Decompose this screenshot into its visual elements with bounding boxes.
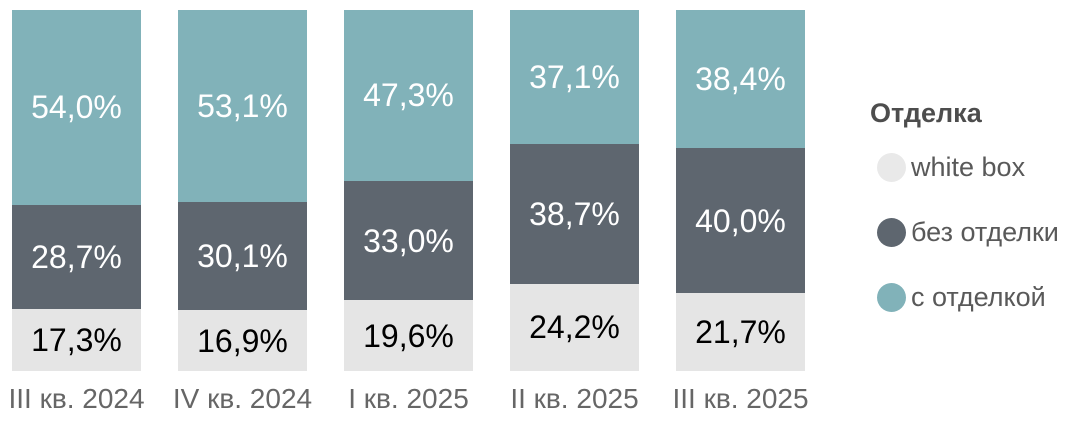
- plot-area: 54,0% 28,7% 17,3% III кв. 2024 53,1% 30,…: [8, 10, 809, 413]
- segment-value-label: 53,1%: [197, 87, 288, 124]
- segment-value-label: 28,7%: [31, 238, 122, 275]
- segment-value-label: 54,0%: [31, 89, 122, 126]
- legend-item-label: с отделкой: [911, 282, 1046, 312]
- bar-segment-white-box[interactable]: 24,2%: [510, 283, 639, 371]
- legend-item-white-box[interactable]: white box: [870, 152, 1080, 182]
- bar-segment-s-otdelkoy[interactable]: 47,3%: [344, 10, 473, 181]
- stacked-bar: 37,1% 38,7% 24,2%: [510, 10, 639, 371]
- legend-swatch-bez-otdelki: [877, 218, 906, 247]
- bar-column: 37,1% 38,7% 24,2% II кв. 2025: [510, 10, 639, 413]
- segment-value-label: 30,1%: [197, 237, 288, 274]
- legend-item-label: без отделки: [911, 217, 1059, 247]
- bar-segment-bez-otdelki[interactable]: 28,7%: [12, 204, 141, 309]
- legend: Отделка white box без отделки с отделкой: [870, 98, 1080, 312]
- segment-value-label: 17,3%: [31, 321, 122, 358]
- category-label: IV кв. 2024: [172, 383, 313, 414]
- category-label: II кв. 2025: [510, 383, 639, 414]
- bar-segment-white-box[interactable]: 16,9%: [178, 310, 307, 371]
- segment-value-label: 33,0%: [363, 222, 454, 259]
- bar-segment-bez-otdelki[interactable]: 40,0%: [676, 148, 805, 293]
- bar-segment-white-box[interactable]: 17,3%: [12, 308, 141, 371]
- bar-segment-s-otdelkoy[interactable]: 54,0%: [12, 10, 141, 205]
- stacked-bar: 53,1% 30,1% 16,9%: [178, 10, 307, 371]
- segment-value-label: 19,6%: [363, 317, 454, 354]
- category-label: III кв. 2024: [8, 383, 145, 414]
- bar-segment-white-box[interactable]: 21,7%: [676, 292, 805, 371]
- bar-column: 38,4% 40,0% 21,7% III кв. 2025: [672, 10, 809, 413]
- stacked-bar: 38,4% 40,0% 21,7%: [676, 10, 805, 371]
- segment-value-label: 16,9%: [197, 322, 288, 359]
- bar-segment-s-otdelkoy[interactable]: 38,4%: [676, 10, 805, 149]
- bar-segment-s-otdelkoy[interactable]: 53,1%: [178, 10, 307, 202]
- legend-swatch-s-otdelkoy: [877, 283, 906, 312]
- legend-swatch-white-box: [877, 153, 906, 182]
- bar-column: 54,0% 28,7% 17,3% III кв. 2024: [8, 10, 145, 413]
- stacked-bar: 47,3% 33,0% 19,6%: [344, 10, 473, 371]
- segment-value-label: 24,2%: [529, 309, 620, 346]
- bar-column: 53,1% 30,1% 16,9% IV кв. 2024: [173, 10, 312, 413]
- segment-value-label: 37,1%: [529, 58, 620, 95]
- legend-item-label: white box: [911, 152, 1026, 182]
- bar-segment-bez-otdelki[interactable]: 33,0%: [344, 180, 473, 301]
- segment-value-label: 47,3%: [363, 77, 454, 114]
- bar-column: 47,3% 33,0% 19,6% I кв. 2025: [344, 10, 473, 413]
- segment-value-label: 38,7%: [529, 195, 620, 232]
- stacked-bar: 54,0% 28,7% 17,3%: [12, 10, 141, 371]
- legend-item-bez-otdelki[interactable]: без отделки: [870, 217, 1080, 247]
- segment-value-label: 38,4%: [695, 61, 786, 98]
- category-label: I кв. 2025: [348, 383, 469, 414]
- bar-segment-bez-otdelki[interactable]: 30,1%: [178, 201, 307, 311]
- bar-segment-bez-otdelki[interactable]: 38,7%: [510, 143, 639, 284]
- category-label: III кв. 2025: [672, 383, 809, 414]
- segment-value-label: 21,7%: [695, 313, 786, 350]
- bar-segment-s-otdelkoy[interactable]: 37,1%: [510, 10, 639, 144]
- bar-segment-white-box[interactable]: 19,6%: [344, 300, 473, 371]
- legend-item-s-otdelkoy[interactable]: с отделкой: [870, 282, 1080, 312]
- segment-value-label: 40,0%: [695, 202, 786, 239]
- legend-title: Отделка: [870, 98, 982, 128]
